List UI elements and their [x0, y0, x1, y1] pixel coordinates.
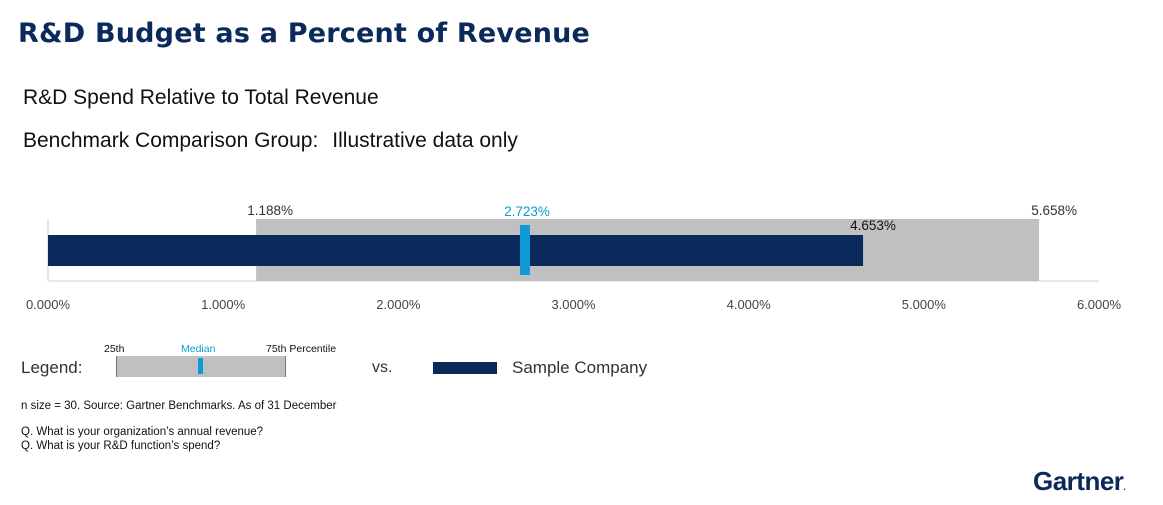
x-tick-label: 1.000% [201, 297, 246, 312]
legend-label: Legend: [21, 358, 83, 377]
question-2: Q. What is your R&D function’s spend? [21, 440, 221, 452]
question-1: Q. What is your organization’s annual re… [21, 426, 264, 438]
gartner-logo: Gartner. [1033, 466, 1126, 496]
percentile-25-label: 1.188% [247, 203, 293, 218]
percentile-75-label: 5.658% [1031, 203, 1077, 218]
chart-subtitle: R&D Spend Relative to Total Revenue [23, 86, 379, 109]
source-footnote: n size = 30. Source: Gartner Benchmarks.… [21, 400, 337, 412]
page-title: R&D Budget as a Percent of Revenue [18, 18, 591, 49]
benchmark-value: Illustrative data only [332, 129, 518, 152]
legend-sample-label: Sample Company [512, 358, 648, 377]
legend-p75-label: 75th Percentile [266, 343, 337, 355]
legend-median-label: Median [181, 343, 216, 355]
benchmark-chart: 1.188% 2.723% 5.658% 4.653% 0.000% 1.000%… [26, 203, 1122, 312]
benchmark-label: Benchmark Comparison Group: [23, 129, 319, 152]
x-tick-label: 3.000% [551, 297, 596, 312]
x-tick-label: 4.000% [727, 297, 772, 312]
median-label: 2.723% [504, 204, 550, 219]
x-tick-label: 5.000% [902, 297, 947, 312]
x-tick-label: 2.000% [376, 297, 421, 312]
x-axis-ticks: 0.000% 1.000% 2.000% 3.000% 4.000% 5.000% 6.00… [26, 297, 1122, 312]
median-marker [519, 225, 530, 275]
benchmark-line: Benchmark Comparison Group: Illustrative … [23, 129, 518, 153]
legend-vs: vs. [372, 359, 393, 376]
sample-company-bar [48, 235, 864, 266]
legend-sample-swatch [433, 362, 497, 374]
x-tick-label: 6.000% [1077, 297, 1122, 312]
x-tick-label: 0.000% [26, 297, 71, 312]
legend-p25-label: 25th [104, 343, 125, 355]
legend-median-swatch [198, 358, 203, 374]
sample-company-label: 4.653% [850, 218, 896, 233]
